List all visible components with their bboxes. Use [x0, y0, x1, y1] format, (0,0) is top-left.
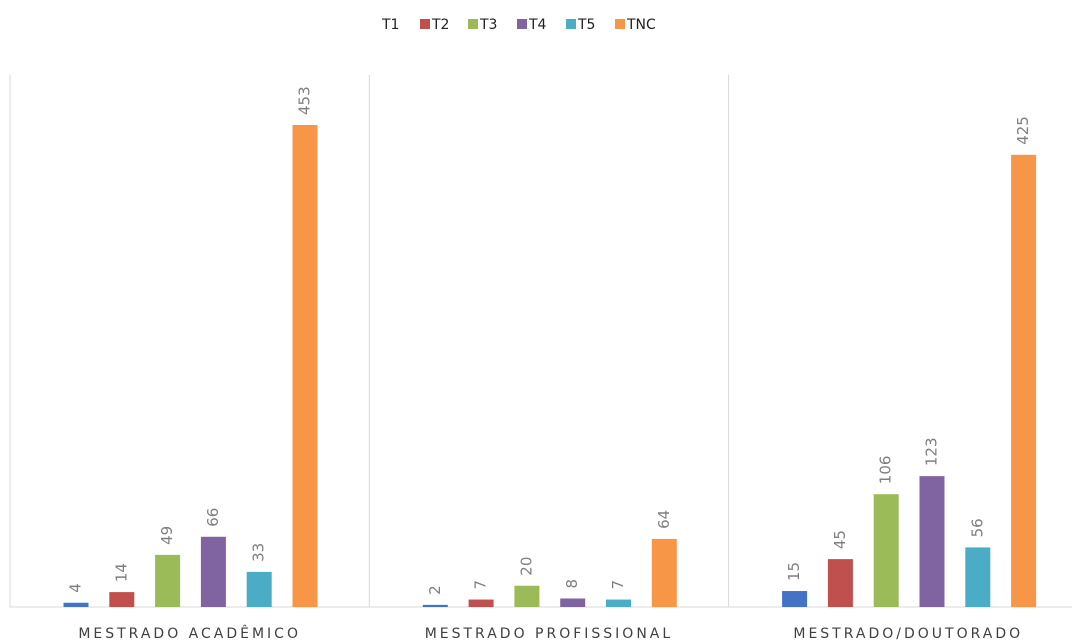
bar: [468, 599, 494, 607]
value-label: 15: [785, 562, 803, 581]
x-tick-label: MESTRADO PROFISSIONAL: [425, 626, 674, 642]
bar: [63, 602, 89, 607]
bar: [873, 494, 899, 607]
bar: [422, 604, 448, 607]
legend-label: T1: [381, 17, 399, 33]
value-label: 20: [517, 557, 535, 576]
value-label: 33: [250, 543, 268, 562]
legend-swatch: [615, 19, 625, 29]
bar: [246, 571, 272, 607]
bar: [514, 585, 540, 607]
legend-swatch: [468, 19, 478, 29]
bar: [200, 536, 226, 607]
legend-label: T4: [528, 17, 547, 33]
bar: [109, 592, 135, 607]
bar: [292, 125, 318, 608]
legend-label: T5: [577, 17, 595, 33]
legend-swatch: [420, 19, 430, 29]
bar: [155, 554, 181, 607]
bar: [560, 598, 586, 607]
bar: [606, 599, 631, 607]
bar: [919, 476, 945, 607]
legend-swatch: [566, 19, 576, 29]
value-label: 49: [158, 526, 176, 545]
bar: [782, 591, 808, 607]
x-tick-label: MESTRADO ACADÊMICO: [78, 624, 301, 642]
value-label: 106: [877, 456, 895, 485]
value-label: 453: [296, 86, 314, 115]
value-label: 7: [609, 580, 627, 590]
value-label: 2: [426, 585, 444, 595]
legend-label: TNC: [626, 17, 656, 33]
value-label: 4: [67, 583, 85, 593]
value-label: 45: [831, 530, 849, 549]
bar: [827, 559, 853, 607]
value-label: 56: [968, 518, 986, 537]
value-label: 66: [204, 508, 222, 527]
value-label: 7: [472, 580, 490, 590]
value-label: 14: [112, 563, 130, 582]
legend-label: T3: [479, 17, 497, 33]
bar: [651, 538, 677, 607]
bar: [1011, 154, 1037, 608]
legend-label: T2: [431, 17, 449, 33]
value-label: 64: [655, 510, 673, 529]
legend-swatch: [517, 19, 527, 29]
value-label: 123: [923, 437, 941, 466]
bar: [965, 547, 991, 607]
value-label: 8: [563, 579, 581, 589]
x-tick-label: MESTRADO/DOUTORADO: [793, 626, 1023, 642]
value-label: 425: [1014, 116, 1032, 145]
